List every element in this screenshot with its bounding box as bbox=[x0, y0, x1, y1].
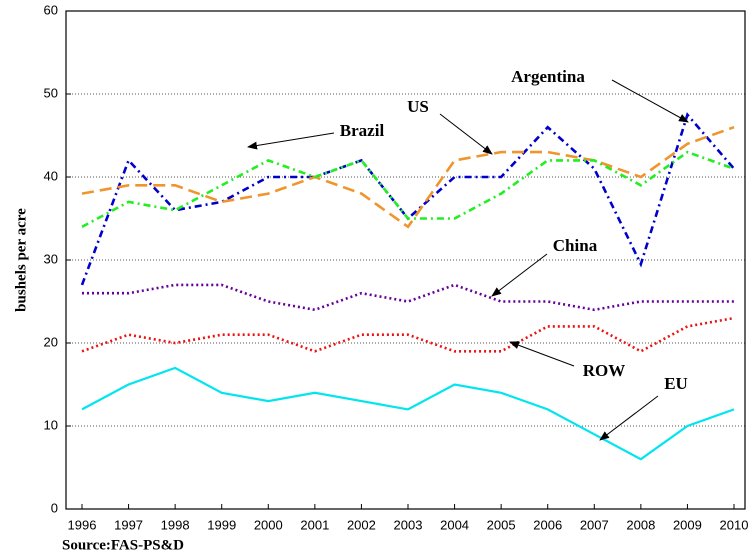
series-line bbox=[81, 125, 735, 229]
annotation: ROW bbox=[583, 361, 626, 380]
x-tick-label: 2004 bbox=[440, 517, 469, 532]
series-line bbox=[81, 366, 735, 461]
series-line bbox=[81, 150, 735, 228]
annotation: China bbox=[553, 236, 598, 255]
x-tick-label: 1998 bbox=[161, 517, 190, 532]
annotation: Argentina bbox=[511, 67, 585, 86]
y-tick-label: 40 bbox=[44, 168, 58, 183]
series-line bbox=[80, 112, 735, 286]
series-line bbox=[82, 283, 734, 312]
annotation-arrow bbox=[491, 253, 548, 297]
y-axis-label: bushels per acre bbox=[13, 208, 29, 312]
x-tick-label: 2005 bbox=[487, 517, 516, 532]
y-tick-label: 60 bbox=[44, 2, 58, 17]
annotation: US bbox=[407, 97, 429, 116]
x-tick-label: 2002 bbox=[347, 517, 376, 532]
x-tick-label: 2001 bbox=[300, 517, 329, 532]
x-tick-label: 2003 bbox=[394, 517, 423, 532]
annotation: Brazil bbox=[340, 121, 385, 140]
y-tick-label: 10 bbox=[44, 417, 58, 432]
x-tick-label: 2000 bbox=[254, 517, 283, 532]
y-tick-label: 0 bbox=[51, 500, 58, 515]
y-tick-label: 50 bbox=[44, 85, 58, 100]
x-tick-label: 1996 bbox=[68, 517, 97, 532]
y-tick-label: 20 bbox=[44, 334, 58, 349]
annotation: EU bbox=[664, 374, 688, 393]
y-tick-label: 30 bbox=[44, 251, 58, 266]
x-tick-label: 2010 bbox=[720, 517, 749, 532]
series-line bbox=[81, 316, 735, 353]
annotation-arrow bbox=[439, 113, 493, 155]
annotation-arrow bbox=[611, 79, 689, 123]
annotation-arrow bbox=[247, 132, 335, 150]
annotation-arrow bbox=[509, 341, 575, 367]
x-tick-label: 1997 bbox=[114, 517, 143, 532]
x-tick-label: 2008 bbox=[626, 517, 655, 532]
x-tick-label: 2007 bbox=[580, 517, 609, 532]
plot-frame bbox=[65, 10, 746, 510]
source-note: Source:FAS-PS&D bbox=[62, 537, 184, 553]
x-tick-label: 2009 bbox=[673, 517, 702, 532]
x-tick-label: 1999 bbox=[207, 517, 236, 532]
annotation-arrow bbox=[599, 395, 659, 441]
x-tick-label: 2006 bbox=[533, 517, 562, 532]
